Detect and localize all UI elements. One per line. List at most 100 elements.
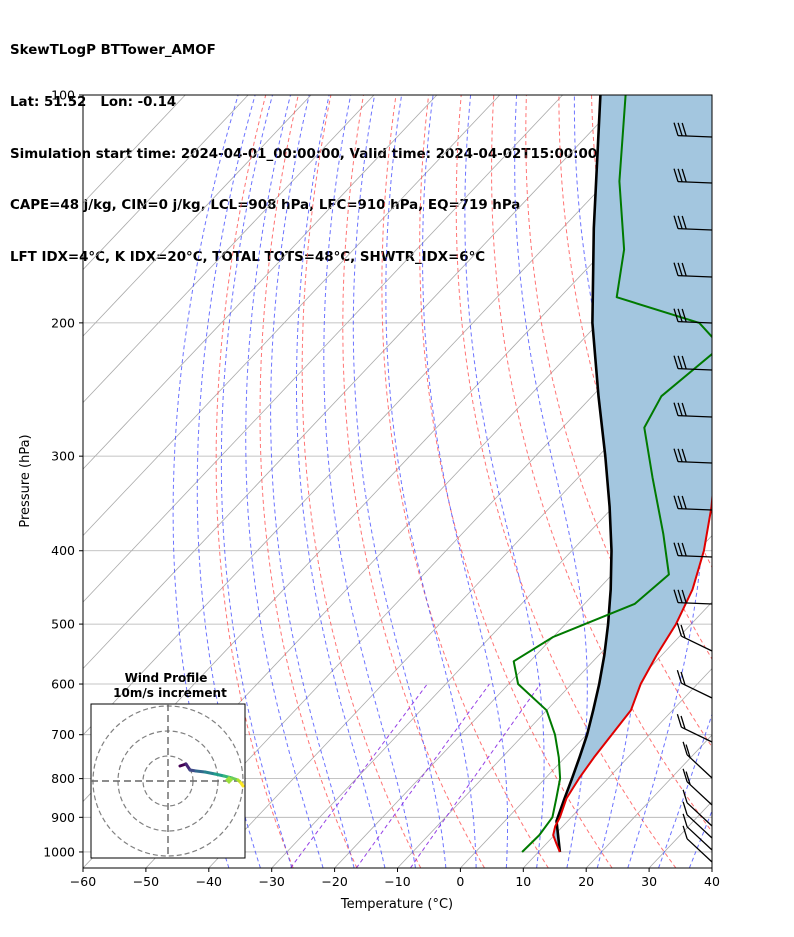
wind-barb-staff	[678, 320, 713, 324]
parcel-profile-line	[555, 95, 613, 853]
dry-adiabat	[381, 95, 549, 868]
mixing-ratio-line	[409, 683, 541, 868]
wind-barb	[682, 825, 713, 863]
moist-adiabat	[464, 95, 545, 868]
wind-barb-flag	[681, 355, 687, 370]
wind-barb	[673, 402, 713, 418]
dry-adiabat	[787, 95, 794, 868]
isotherm-line	[711, 867, 712, 868]
isotherm-line	[523, 667, 712, 868]
header-cape-line: CAPE=48 j/kg, CIN=0 j/kg, LCL=908 hPa, L…	[10, 198, 521, 214]
dry-adiabat	[342, 95, 485, 868]
wind-barb	[673, 495, 713, 511]
wind-barb-flag	[680, 715, 686, 730]
wind-barb	[673, 122, 713, 138]
isotherm-line	[585, 734, 712, 868]
hodograph-trace-segment	[194, 769, 207, 774]
wind-barb-flag	[673, 495, 679, 509]
wind-barb-staff	[686, 838, 713, 863]
plot-header: SkewTLogP BTTower_AMOF Lat: 51.52 Lon: -…	[10, 8, 621, 283]
wind-barb-flag	[673, 355, 679, 369]
wind-barb-flag	[681, 215, 687, 230]
y-tick-label: 900	[51, 810, 75, 825]
wind-barb-flag	[677, 122, 683, 136]
moist-adiabat	[323, 95, 416, 868]
moist-adiabat	[688, 809, 712, 868]
moist-adiabat	[720, 95, 794, 868]
wind-barb	[673, 262, 713, 278]
wind-barb	[682, 813, 713, 851]
x-tick-label: 20	[578, 874, 594, 889]
moist-adiabat	[385, 95, 477, 868]
wind-barb-flag	[682, 789, 688, 804]
wind-barb-flag	[682, 825, 688, 840]
wind-barb	[682, 768, 713, 806]
y-tick-label: 600	[51, 677, 75, 692]
wind-barb-flag	[673, 308, 679, 322]
hodograph-trace-segment	[239, 781, 245, 788]
isotherm-line	[460, 601, 712, 868]
wind-barb-flag	[677, 355, 683, 369]
wind-barbs	[673, 122, 713, 863]
wind-barb	[673, 355, 713, 371]
wind-barb-flag	[681, 402, 687, 417]
wind-barb	[673, 308, 713, 324]
wind-barb	[673, 542, 713, 558]
wind-barb-staff	[678, 274, 713, 278]
wind-barb-flag	[676, 623, 683, 637]
dry-adiabat	[259, 95, 358, 868]
hodograph-trace-segment	[213, 772, 226, 778]
y-tick-label: 200	[51, 315, 75, 330]
hodograph-title: Wind Profile	[125, 671, 208, 685]
mixing-ratio-line	[290, 683, 428, 868]
wind-barb-flag	[680, 671, 686, 686]
moist-adiabat	[245, 95, 324, 868]
wind-barb-staff	[678, 180, 713, 184]
wind-barb-flag	[677, 448, 683, 462]
x-tick-label: −20	[321, 874, 347, 889]
wind-barb-flag	[677, 262, 683, 276]
x-axis-label: Temperature (°C)	[340, 897, 453, 912]
dry-adiabat	[301, 95, 422, 868]
isotherm-line	[397, 534, 712, 868]
wind-barb-flag	[673, 402, 679, 416]
wind-barb-flag	[681, 448, 687, 463]
wind-barb-flag	[676, 714, 683, 728]
wind-barb-flag	[673, 542, 679, 556]
wind-barb-flag	[680, 624, 686, 639]
hodograph-content	[91, 704, 245, 858]
header-location: Lat: 51.52 Lon: -0.14	[10, 95, 177, 110]
y-tick-label: 100	[51, 88, 75, 103]
wind-barb-staff	[681, 726, 713, 743]
isotherm-line	[83, 95, 312, 337]
wind-barb-staff	[678, 227, 713, 231]
wind-barb-flag	[676, 670, 683, 684]
wind-barb-staff	[678, 134, 713, 138]
wind-barb-flag	[673, 122, 679, 136]
wind-barb	[682, 801, 713, 839]
mixing-ratio-line	[355, 683, 490, 868]
wind-barb-flag	[682, 741, 688, 756]
wind-barb	[676, 670, 713, 699]
y-axis-label: Pressure (hPa)	[18, 434, 33, 527]
hodograph-trace-segment	[203, 770, 217, 776]
wind-barb-flag	[682, 813, 688, 828]
wind-barb-staff	[686, 814, 713, 839]
wind-barb-staff	[678, 460, 713, 464]
moist-adiabat	[422, 95, 509, 868]
x-tick-label: −40	[196, 874, 222, 889]
moist-adiabat	[514, 95, 588, 868]
wind-barb-flag	[681, 308, 687, 323]
dewpoint-line	[512, 95, 712, 853]
wind-barb-flag	[673, 589, 679, 603]
dry-adiabat	[419, 95, 613, 868]
wind-barb	[673, 589, 713, 605]
moist-adiabat	[220, 95, 293, 868]
wind-barb-flag	[677, 542, 683, 556]
wind-barb-flag	[673, 262, 679, 276]
wind-barb-flag	[685, 744, 691, 758]
wind-barb-flag	[677, 495, 683, 509]
temperature-line	[552, 489, 712, 853]
moist-adiabat	[658, 712, 712, 868]
